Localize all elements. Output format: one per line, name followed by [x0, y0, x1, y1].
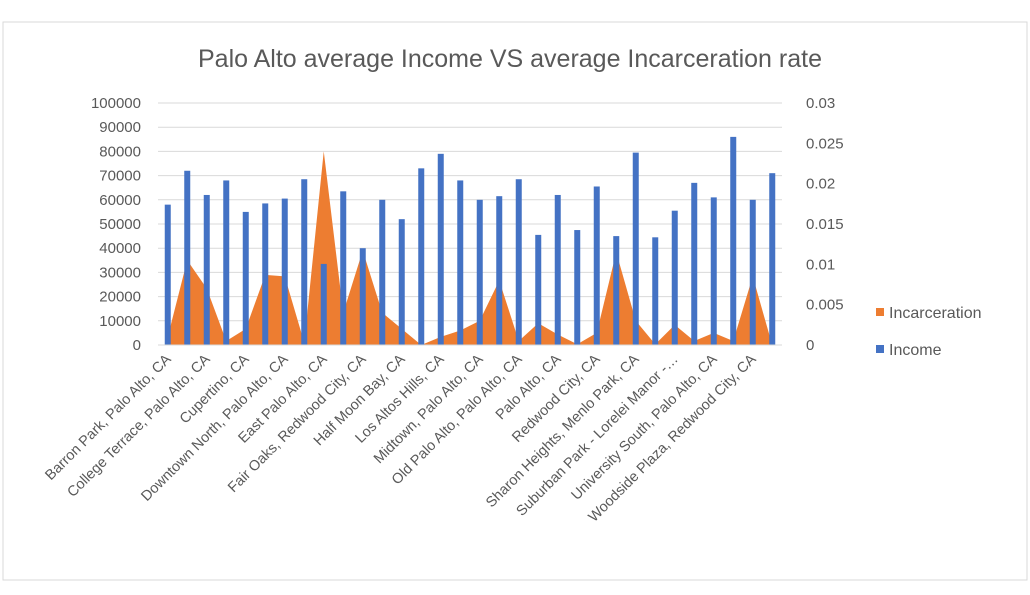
bar-income — [301, 179, 308, 345]
y-tick-label: 80000 — [99, 143, 141, 160]
y-tick-label: 30000 — [99, 264, 141, 281]
y-tick-label: 10000 — [99, 313, 141, 330]
bar-income — [164, 204, 171, 345]
bar-layer — [164, 136, 776, 345]
legend: Incarceration Income — [876, 305, 982, 359]
bar-income — [457, 180, 464, 345]
bar-income — [535, 234, 542, 345]
bar-income — [515, 179, 522, 345]
bar-income — [476, 199, 483, 345]
legend-swatch-income — [876, 345, 884, 353]
bar-income — [203, 194, 210, 345]
y-tick-label: 100000 — [91, 95, 141, 112]
y-tick-label: 90000 — [99, 119, 141, 136]
bar-income — [632, 152, 639, 345]
y-tick-label: 50000 — [99, 216, 141, 233]
y2-tick-label: 0.03 — [806, 95, 835, 112]
bar-income — [574, 230, 581, 345]
bar-income — [359, 248, 366, 345]
area-layer — [167, 151, 773, 345]
y-tick-label: 0 — [133, 337, 141, 354]
bar-income — [437, 153, 444, 345]
legend-swatch-incarceration — [876, 308, 884, 316]
bar-income — [281, 198, 288, 345]
bar-income — [671, 210, 678, 345]
bar-income — [223, 180, 230, 345]
bar-income — [730, 136, 737, 345]
bar-income — [613, 236, 620, 345]
legend-label-income: Income — [889, 342, 942, 359]
y-axis-ticks: 0 10000 20000 30000 40000 50000 60000 70000 8000… — [91, 95, 141, 354]
bar-income — [691, 182, 698, 345]
series-area-incarceration — [167, 151, 773, 345]
bar-income — [379, 199, 386, 345]
bar-income — [340, 191, 347, 345]
bar-income — [398, 219, 405, 345]
bar-income — [320, 263, 327, 345]
y2-tick-label: 0.015 — [806, 216, 844, 233]
bar-income — [593, 186, 600, 345]
bar-income — [554, 194, 561, 345]
bar-income — [710, 197, 717, 345]
y2-axis-ticks: 0 0.005 0.01 0.015 0.02 0.025 0.03 — [806, 95, 844, 354]
bar-income — [749, 199, 756, 345]
y2-tick-label: 0.005 — [806, 297, 844, 314]
bar-income — [184, 170, 191, 345]
y2-tick-label: 0.02 — [806, 176, 835, 193]
chart-title: Palo Alto average Income VS average Inca… — [198, 45, 822, 73]
bar-income — [496, 196, 503, 345]
y2-tick-label: 0.025 — [806, 135, 844, 152]
y-tick-label: 20000 — [99, 289, 141, 306]
y-tick-label: 60000 — [99, 192, 141, 209]
bar-income — [262, 203, 269, 345]
y-tick-label: 40000 — [99, 240, 141, 257]
legend-label-incarceration: Incarceration — [889, 305, 982, 322]
chart-border — [2, 21, 1028, 581]
bar-income — [769, 173, 776, 345]
y2-tick-label: 0.01 — [806, 256, 835, 273]
y2-tick-label: 0 — [806, 337, 814, 354]
bar-income — [652, 237, 659, 345]
bar-income — [242, 211, 249, 345]
bar-income — [418, 168, 425, 345]
y-tick-label: 70000 — [99, 168, 141, 185]
